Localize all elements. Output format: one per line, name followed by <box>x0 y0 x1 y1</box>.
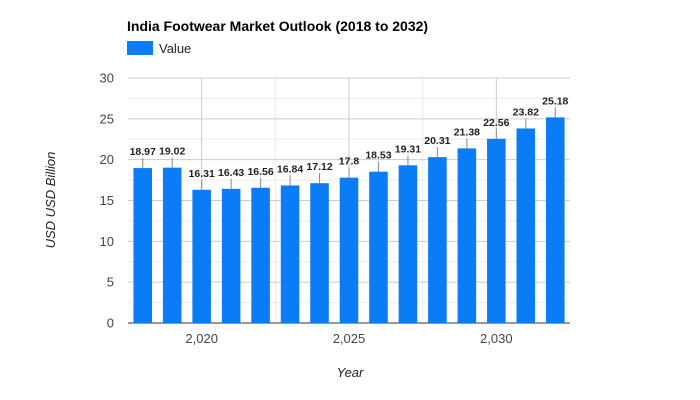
bar <box>339 177 359 323</box>
chart-title: India Footwear Market Outlook (2018 to 2… <box>127 18 428 34</box>
y-tick-label: 20 <box>100 152 114 167</box>
data-label: 16.56 <box>247 166 273 178</box>
bar <box>369 171 388 323</box>
y-tick-label: 10 <box>100 234 114 249</box>
x-tick-label: 2,020 <box>185 331 218 346</box>
x-tick-label: 2,025 <box>333 331 366 346</box>
y-tick-label: 0 <box>107 316 114 331</box>
y-axis-label: USD USD Billion <box>43 152 58 249</box>
bar <box>221 188 241 323</box>
data-label: 19.31 <box>395 143 421 155</box>
y-axis-ticks: 0 5 10 15 20 25 30 <box>100 71 114 331</box>
bar <box>545 117 565 323</box>
bar <box>516 128 536 323</box>
bar <box>192 189 211 323</box>
data-label: 16.43 <box>218 167 244 179</box>
legend-label: Value <box>159 41 191 56</box>
data-label: 16.84 <box>277 163 303 175</box>
y-tick-label: 25 <box>100 111 114 126</box>
data-label: 19.02 <box>159 146 185 158</box>
data-labels: 18.97 19.02 16.31 16.43 16.56 16.84 17.12 17.8 1… <box>130 95 569 190</box>
y-tick-label: 15 <box>100 193 114 208</box>
bar <box>133 168 153 323</box>
y-tick-label: 5 <box>107 275 114 290</box>
x-axis-label: Year <box>337 365 364 380</box>
data-label: 23.82 <box>513 106 539 118</box>
bar <box>487 138 506 323</box>
x-tick-label: 2,030 <box>480 331 513 346</box>
bar <box>457 148 477 323</box>
data-label: 21.38 <box>454 126 480 138</box>
bar <box>280 185 300 323</box>
data-label: 17.8 <box>339 156 360 168</box>
data-label: 25.18 <box>542 95 568 107</box>
bar <box>162 167 182 323</box>
bar <box>428 157 447 323</box>
bar-series <box>133 117 565 323</box>
x-axis-ticks: 2,020 2,025 2,030 <box>185 331 512 346</box>
data-label: 16.31 <box>189 168 215 180</box>
data-label: 20.31 <box>424 135 450 147</box>
data-label: 17.12 <box>306 161 332 173</box>
data-label: 18.53 <box>365 150 391 162</box>
y-tick-label: 30 <box>100 71 114 86</box>
legend-swatch <box>127 41 153 55</box>
legend: Value <box>127 41 191 56</box>
bar <box>310 183 329 323</box>
bar <box>398 165 418 323</box>
data-label: 22.56 <box>483 117 509 129</box>
data-label: 18.97 <box>130 146 156 158</box>
bar <box>251 187 270 323</box>
